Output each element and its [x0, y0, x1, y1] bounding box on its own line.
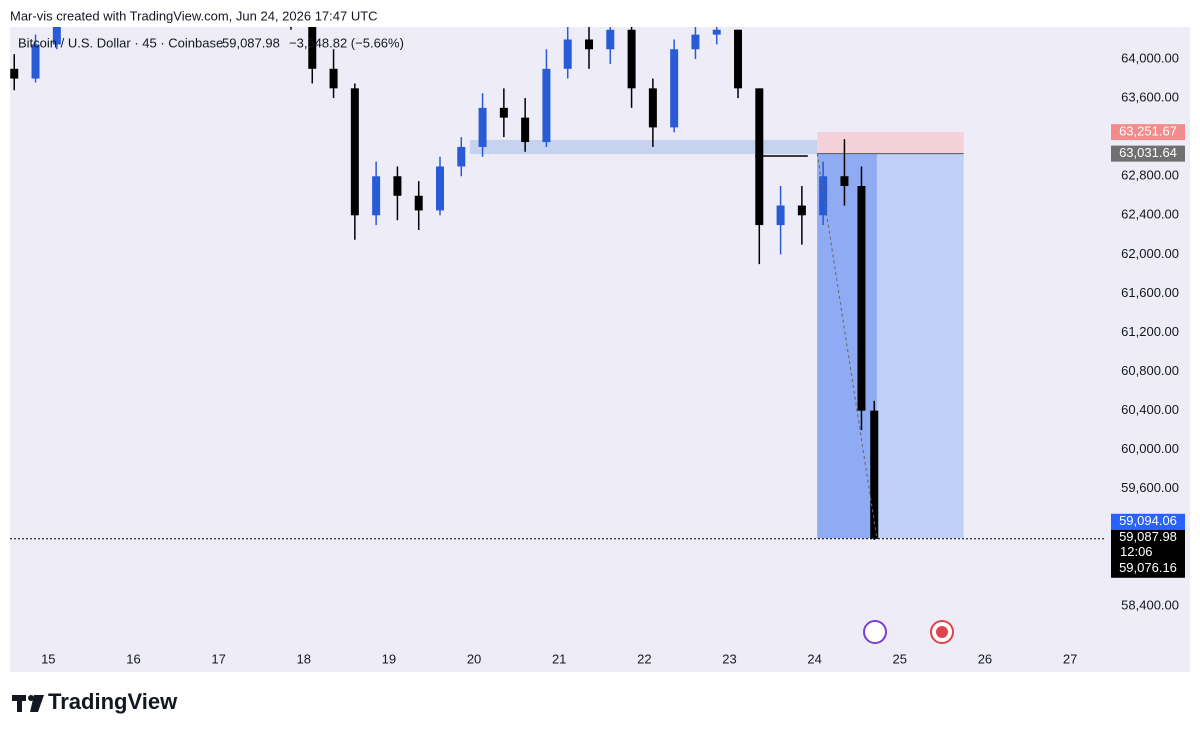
- candle-body: [329, 68, 338, 89]
- candle-body: [606, 29, 615, 50]
- y-tick-label: 61,200.00: [1121, 324, 1179, 339]
- y-tick-label: 63,600.00: [1121, 90, 1179, 105]
- price-label: 63,251.67: [1119, 124, 1177, 139]
- header: Mar-vis created with TradingView.com, Ju…: [10, 8, 378, 23]
- x-tick-label: 27: [1063, 651, 1077, 666]
- price-label: 59,076.16: [1119, 560, 1177, 575]
- price-label: 59,087.98: [1119, 529, 1177, 544]
- y-tick-label: 58,400.00: [1121, 597, 1179, 612]
- candle-body: [393, 176, 402, 196]
- candle-body: [372, 176, 381, 216]
- legend-symbol: Bitcoin / U.S. Dollar · 45 · Coinbase: [18, 35, 223, 50]
- candle-body: [308, 27, 317, 69]
- x-tick-label: 18: [297, 651, 311, 666]
- stop-zone: [817, 132, 964, 154]
- x-tick-label: 17: [211, 651, 225, 666]
- candle-body: [542, 68, 551, 143]
- x-tick-label: 24: [807, 651, 821, 666]
- event-icons: [863, 620, 954, 644]
- x-tick-label: 26: [978, 651, 992, 666]
- candle-body: [797, 205, 806, 216]
- candle-body: [10, 68, 19, 79]
- y-tick-label: 60,800.00: [1121, 363, 1179, 378]
- candle-body: [870, 410, 879, 539]
- price-label-bg: [1111, 124, 1185, 141]
- candle-body: [648, 88, 657, 128]
- x-tick-label: 15: [41, 651, 55, 666]
- x-tick-label: 19: [382, 651, 396, 666]
- x-tick-label: 23: [722, 651, 736, 666]
- candle-body: [585, 39, 594, 50]
- candle-body: [627, 29, 636, 89]
- candle-body: [350, 88, 359, 216]
- legend-last: 59,087.98: [222, 35, 280, 50]
- y-tick-label: 64,000.00: [1121, 50, 1179, 65]
- zone: [469, 140, 818, 155]
- candle-body: [52, 27, 61, 45]
- candle-body: [499, 107, 508, 118]
- y-tick-label: 62,400.00: [1121, 207, 1179, 222]
- candle-body: [478, 107, 487, 147]
- candle-body: [840, 176, 849, 187]
- candle-body: [712, 29, 721, 35]
- y-tick-label: 59,600.00: [1121, 480, 1179, 495]
- price-label-bg: [1111, 513, 1185, 530]
- candle-body: [521, 117, 530, 143]
- price-label: 59,094.06: [1119, 513, 1177, 528]
- brand-logo: [12, 695, 44, 712]
- candle-body: [670, 49, 679, 128]
- candle-body: [734, 29, 743, 89]
- brand: TradingView: [48, 689, 178, 714]
- y-tick-label: 62,800.00: [1121, 168, 1179, 183]
- y-tick-label: 60,000.00: [1121, 441, 1179, 456]
- y-tick-label: 62,000.00: [1121, 246, 1179, 261]
- x-tick-label: 22: [637, 651, 651, 666]
- candle-body: [563, 39, 572, 69]
- x-tick-label: 25: [893, 651, 907, 666]
- x-tick-label: 21: [552, 651, 566, 666]
- candle-body: [414, 195, 423, 211]
- event-icon-inner: [936, 626, 948, 638]
- candle-body: [819, 176, 828, 216]
- projection-line: [816, 153, 878, 539]
- y-tick-label: 60,400.00: [1121, 402, 1179, 417]
- event-icon[interactable]: [863, 620, 887, 644]
- candle-body: [691, 34, 700, 50]
- candle-body: [755, 88, 764, 226]
- axes: 15 16 17 18 19 20 21 22 23 24 25 26 27 58,400.00 59,60…: [41, 50, 1185, 666]
- plot: [10, 27, 1105, 540]
- price-label-bg: [1111, 145, 1185, 162]
- x-tick-label: 20: [467, 651, 481, 666]
- candle-body: [457, 146, 466, 167]
- candle-body: [857, 186, 866, 411]
- candle-body: [776, 205, 785, 226]
- candle-body: [31, 44, 40, 79]
- chart-background: [10, 27, 1190, 672]
- price-label: 63,031.64: [1119, 145, 1177, 160]
- countdown: 12:06: [1120, 544, 1153, 559]
- legend-change: −3,548.82 (−5.66%): [289, 35, 404, 50]
- candle-body: [435, 166, 444, 211]
- y-tick-label: 61,600.00: [1121, 285, 1179, 300]
- x-tick-label: 16: [126, 651, 140, 666]
- last-price-block: [1111, 529, 1185, 578]
